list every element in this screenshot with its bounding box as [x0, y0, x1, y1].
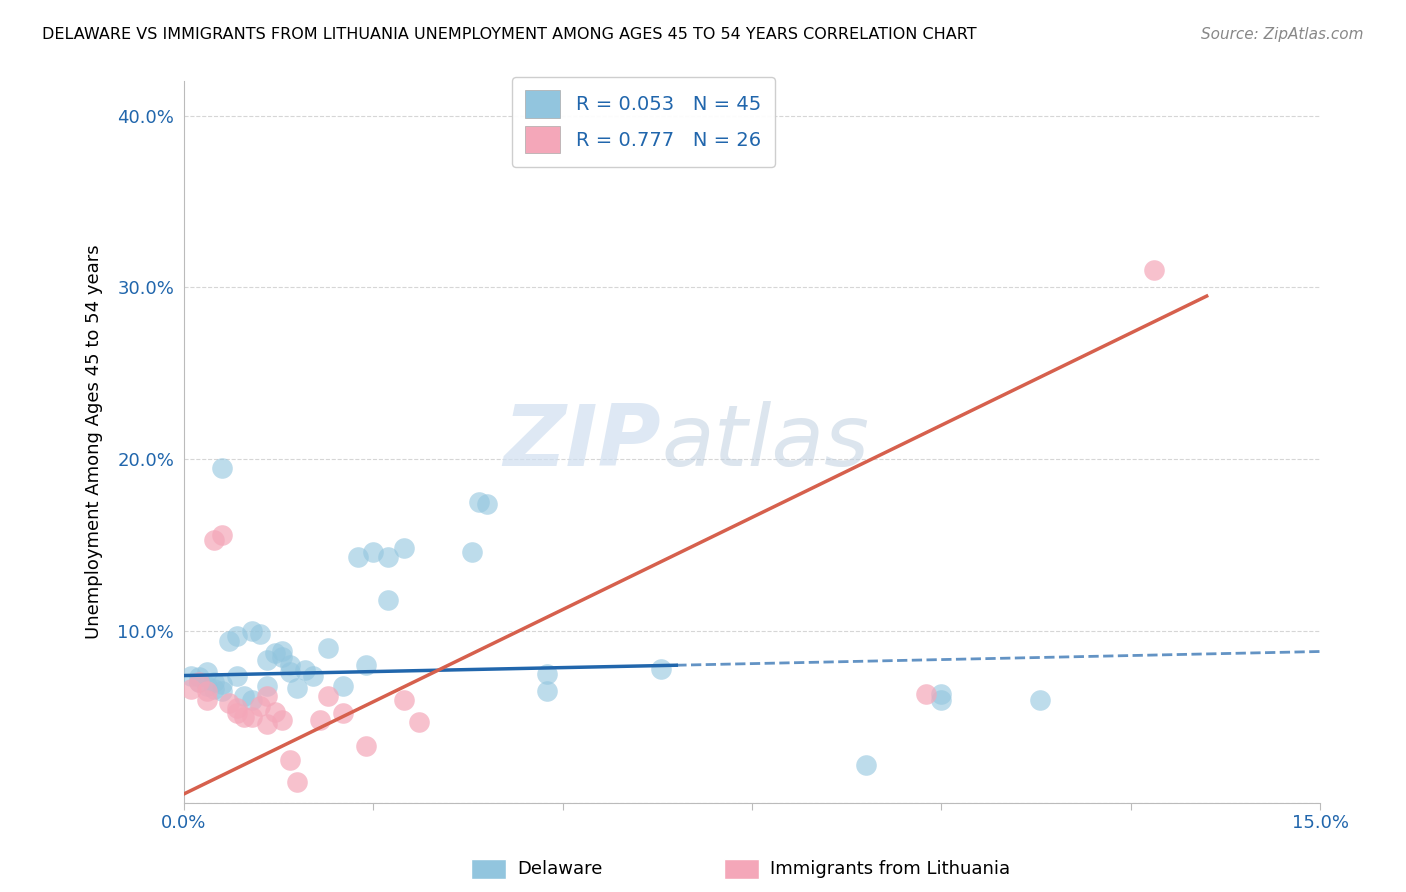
Point — [855, 757, 877, 772]
Point — [287, 775, 309, 789]
Point — [332, 706, 354, 721]
Point — [1143, 263, 1166, 277]
Point — [249, 699, 271, 714]
Point — [249, 627, 271, 641]
Point — [361, 545, 384, 559]
Point — [240, 710, 263, 724]
Point — [180, 668, 202, 682]
Point — [536, 666, 558, 681]
Point — [187, 675, 209, 690]
Point — [271, 649, 294, 664]
Point — [195, 692, 218, 706]
Point — [211, 677, 233, 691]
Point — [240, 692, 263, 706]
Point — [1029, 692, 1052, 706]
Point — [278, 658, 301, 673]
Point — [211, 527, 233, 541]
Point — [915, 688, 938, 702]
Point — [931, 692, 953, 706]
Point — [377, 593, 399, 607]
Point — [256, 689, 278, 703]
Text: ZIP: ZIP — [503, 401, 661, 483]
Point — [354, 739, 377, 753]
Point — [408, 714, 430, 729]
Point — [316, 689, 339, 703]
Point — [332, 679, 354, 693]
Point — [202, 675, 225, 690]
Legend: R = 0.053   N = 45, R = 0.777   N = 26: R = 0.053 N = 45, R = 0.777 N = 26 — [512, 77, 775, 167]
Point — [263, 646, 285, 660]
Point — [650, 662, 672, 676]
Point — [195, 665, 218, 679]
Point — [271, 713, 294, 727]
Point — [187, 670, 209, 684]
Point — [309, 713, 332, 727]
Point — [256, 653, 278, 667]
Point — [377, 550, 399, 565]
Point — [278, 665, 301, 679]
Point — [225, 668, 247, 682]
Point — [301, 668, 323, 682]
Point — [316, 641, 339, 656]
Point — [263, 705, 285, 719]
Text: Source: ZipAtlas.com: Source: ZipAtlas.com — [1201, 27, 1364, 42]
Point — [218, 696, 240, 710]
Point — [195, 679, 218, 693]
Point — [460, 545, 482, 559]
Point — [225, 706, 247, 721]
Point — [240, 624, 263, 638]
Point — [536, 684, 558, 698]
Text: Delaware: Delaware — [517, 860, 603, 878]
Point — [195, 684, 218, 698]
Point — [354, 658, 377, 673]
Point — [225, 701, 247, 715]
Point — [202, 682, 225, 697]
Point — [211, 684, 233, 698]
Point — [180, 682, 202, 697]
Text: Immigrants from Lithuania: Immigrants from Lithuania — [770, 860, 1011, 878]
Point — [233, 689, 256, 703]
Point — [392, 692, 415, 706]
Point — [278, 753, 301, 767]
Point — [202, 533, 225, 547]
Point — [294, 664, 316, 678]
Point — [225, 629, 247, 643]
Point — [287, 681, 309, 695]
Point — [475, 497, 498, 511]
Point — [392, 541, 415, 556]
Point — [347, 550, 370, 565]
Point — [468, 495, 491, 509]
Point — [271, 644, 294, 658]
Point — [187, 675, 209, 690]
Point — [233, 710, 256, 724]
Y-axis label: Unemployment Among Ages 45 to 54 years: Unemployment Among Ages 45 to 54 years — [86, 244, 103, 640]
Text: atlas: atlas — [661, 401, 869, 483]
Point — [931, 688, 953, 702]
Point — [218, 634, 240, 648]
Text: DELAWARE VS IMMIGRANTS FROM LITHUANIA UNEMPLOYMENT AMONG AGES 45 TO 54 YEARS COR: DELAWARE VS IMMIGRANTS FROM LITHUANIA UN… — [42, 27, 977, 42]
Point — [256, 716, 278, 731]
Point — [211, 460, 233, 475]
Point — [256, 679, 278, 693]
